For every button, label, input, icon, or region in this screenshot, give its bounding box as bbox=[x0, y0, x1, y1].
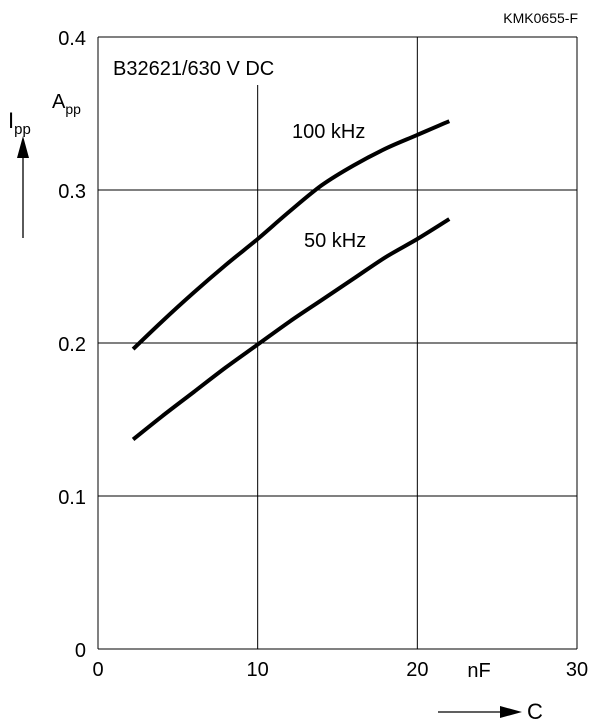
x-axis-label: C bbox=[527, 699, 543, 720]
x-tick-label: 10 bbox=[247, 659, 269, 681]
series-label: 50 kHz bbox=[304, 230, 366, 252]
tick-labels: 0 0.1 0.2 0.3 0.4 0 10 20 30 bbox=[58, 28, 588, 681]
y-tick-label: 0 bbox=[75, 640, 86, 662]
x-unit: nF bbox=[467, 660, 490, 682]
y-tick-label: 0.1 bbox=[58, 487, 86, 509]
y-tick-label: 0.4 bbox=[58, 28, 86, 50]
y-unit-sub: pp bbox=[65, 101, 81, 117]
y-tick-label: 0.2 bbox=[58, 334, 86, 356]
series-line bbox=[131, 217, 451, 441]
y-unit: App bbox=[52, 91, 81, 117]
grid-lines bbox=[97, 36, 578, 650]
x-axis-arrow-icon bbox=[438, 706, 522, 718]
figure-code: KMK0655-F bbox=[503, 10, 578, 26]
y-axis-label-main: I bbox=[8, 108, 14, 133]
data-curves bbox=[131, 119, 451, 441]
series-line bbox=[131, 119, 451, 351]
y-axis-label-sub: pp bbox=[14, 121, 31, 138]
y-axis-label: Ipp bbox=[8, 108, 31, 138]
x-tick-label: 30 bbox=[566, 659, 588, 681]
y-unit-main: A bbox=[52, 91, 66, 113]
y-tick-label: 0.3 bbox=[58, 181, 86, 203]
series-labels: 100 kHz 50 kHz bbox=[292, 121, 366, 252]
chart-title: B32621/630 V DC bbox=[113, 58, 274, 80]
x-tick-label: 20 bbox=[406, 659, 428, 681]
x-tick-label: 0 bbox=[92, 659, 103, 681]
series-label: 100 kHz bbox=[292, 121, 365, 143]
y-axis-arrow-icon bbox=[17, 136, 29, 238]
